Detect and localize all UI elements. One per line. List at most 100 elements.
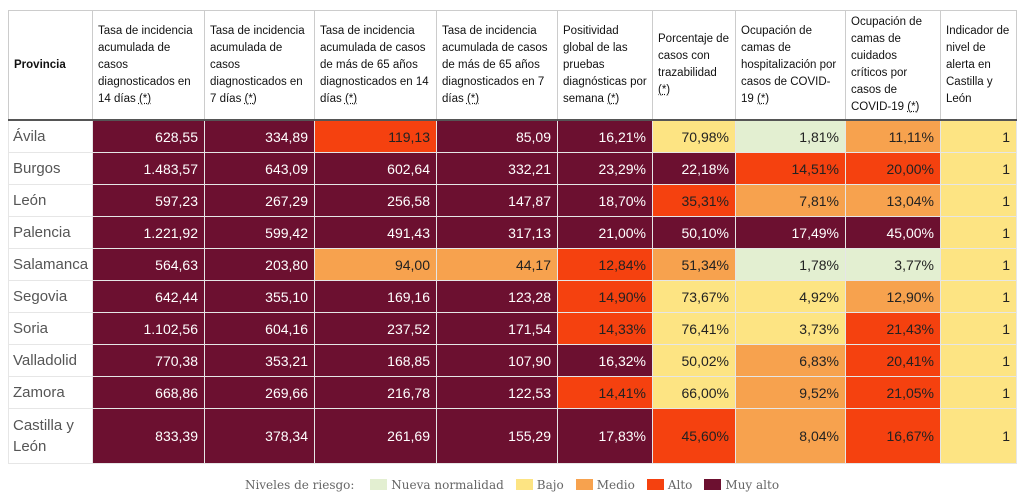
footnote-link[interactable]: (*) <box>244 92 257 105</box>
column-header: Tasa de incidencia acumulada de casos di… <box>92 10 205 121</box>
value-cell: 14,33% <box>557 312 653 345</box>
legend-label: Nueva normalidad <box>391 478 504 492</box>
value-cell: 1 <box>940 248 1017 281</box>
value-cell: 119,13 <box>314 119 437 153</box>
province-cell: Castilla y León <box>8 408 93 464</box>
value-cell: 267,29 <box>204 184 315 217</box>
header-text: Ocupación de camas de hospitalización po… <box>741 24 837 105</box>
table-row: Castilla y León 833,39 378,34 261,69 155,29 1… <box>8 408 1017 464</box>
header-text: Tasa de incidencia acumulada de casos de… <box>442 24 548 105</box>
province-cell: Ávila <box>8 119 93 153</box>
value-cell: 261,69 <box>314 408 437 464</box>
value-cell: 770,38 <box>92 344 205 377</box>
legend-label: Medio <box>596 478 635 492</box>
value-cell: 491,43 <box>314 216 437 249</box>
legend-swatch <box>646 479 664 490</box>
value-cell: 7,81% <box>735 184 846 217</box>
value-cell: 602,64 <box>314 152 437 185</box>
table-row: Burgos 1.483,57 643,09 602,64 332,21 23,29% 22… <box>8 152 1017 185</box>
value-cell: 14,51% <box>735 152 846 185</box>
value-cell: 16,67% <box>845 408 941 464</box>
value-cell: 50,02% <box>652 344 736 377</box>
value-cell: 642,44 <box>92 280 205 313</box>
column-header: Positividad global de las pruebas diagnó… <box>557 10 653 121</box>
province-cell: León <box>8 184 93 217</box>
value-cell: 9,52% <box>735 376 846 409</box>
value-cell: 20,41% <box>845 344 941 377</box>
legend-label: Alto <box>667 478 693 492</box>
province-cell: Burgos <box>8 152 93 185</box>
value-cell: 378,34 <box>204 408 315 464</box>
value-cell: 18,70% <box>557 184 653 217</box>
header-text: Porcentaje de casos con trazabilidad <box>658 33 729 79</box>
footnote-link[interactable]: (*) <box>607 92 620 105</box>
table-row: Ávila 628,55 334,89 119,13 85,09 16,21% 70,98%… <box>8 119 1017 153</box>
value-cell: 1 <box>940 312 1017 345</box>
value-cell: 203,80 <box>204 248 315 281</box>
value-cell: 35,31% <box>652 184 736 217</box>
legend-swatch <box>515 479 533 490</box>
value-cell: 16,32% <box>557 344 653 377</box>
value-cell: 317,13 <box>436 216 558 249</box>
legend-label: Muy alto <box>725 478 780 492</box>
value-cell: 45,00% <box>845 216 941 249</box>
value-cell: 12,90% <box>845 280 941 313</box>
value-cell: 155,29 <box>436 408 558 464</box>
value-cell: 122,53 <box>436 376 558 409</box>
value-cell: 21,00% <box>557 216 653 249</box>
value-cell: 6,83% <box>735 344 846 377</box>
value-cell: 604,16 <box>204 312 315 345</box>
province-cell: Zamora <box>8 376 93 409</box>
value-cell: 1,78% <box>735 248 846 281</box>
value-cell: 1.483,57 <box>92 152 205 185</box>
column-header: Ocupación de camas de hospitalización po… <box>735 10 846 121</box>
table-row: Salamanca 564,63 203,80 94,00 44,17 12,84% 51,… <box>8 248 1017 281</box>
footnote-link[interactable]: (*) <box>344 92 358 105</box>
table-row: Segovia 642,44 355,10 169,16 123,28 14,90% 73,… <box>8 280 1017 313</box>
legend-swatch <box>575 479 593 490</box>
value-cell: 50,10% <box>652 216 736 249</box>
footnote-link[interactable]: (*) <box>658 84 671 96</box>
header-text: Tasa de incidencia acumulada de casos di… <box>210 24 305 105</box>
value-cell: 1 <box>940 184 1017 217</box>
value-cell: 73,67% <box>652 280 736 313</box>
province-cell: Soria <box>8 312 93 345</box>
table-row: Valladolid 770,38 353,21 168,85 107,90 16,32%… <box>8 344 1017 377</box>
value-cell: 14,41% <box>557 376 653 409</box>
header-text: Indicador de nivel de alerta en Castilla… <box>946 24 1010 105</box>
column-header: Indicador de nivel de alerta en Castilla… <box>940 10 1017 121</box>
value-cell: 17,83% <box>557 408 653 464</box>
value-cell: 269,66 <box>204 376 315 409</box>
value-cell: 216,78 <box>314 376 437 409</box>
value-cell: 599,42 <box>204 216 315 249</box>
value-cell: 66,00% <box>652 376 736 409</box>
footnote-link[interactable]: (*) <box>907 101 920 113</box>
value-cell: 3,77% <box>845 248 941 281</box>
value-cell: 1 <box>940 280 1017 313</box>
value-cell: 833,39 <box>92 408 205 464</box>
footnote-link[interactable]: (*) <box>757 92 770 105</box>
value-cell: 22,18% <box>652 152 736 185</box>
header-text: Tasa de incidencia acumulada de casos di… <box>98 24 193 105</box>
footnote-link[interactable]: (*) <box>466 92 480 105</box>
value-cell: 1 <box>940 408 1017 464</box>
legend: Niveles de riesgo: Nueva normalidad Bajo M… <box>0 478 1024 492</box>
table-row: Soria 1.102,56 604,16 237,52 171,54 14,33% 76,… <box>8 312 1017 345</box>
value-cell: 107,90 <box>436 344 558 377</box>
value-cell: 597,23 <box>92 184 205 217</box>
risk-table: Provincia Tasa de incidencia acumulada de… <box>8 10 1017 464</box>
value-cell: 256,58 <box>314 184 437 217</box>
header-text: Positividad global de las pruebas diagnó… <box>563 24 647 105</box>
value-cell: 169,16 <box>314 280 437 313</box>
value-cell: 643,09 <box>204 152 315 185</box>
value-cell: 668,86 <box>92 376 205 409</box>
column-header: Tasa de incidencia acumulada de casos de… <box>314 10 437 121</box>
value-cell: 23,29% <box>557 152 653 185</box>
footnote-link[interactable]: (*) <box>138 92 152 105</box>
province-cell: Valladolid <box>8 344 93 377</box>
value-cell: 94,00 <box>314 248 437 281</box>
value-cell: 1 <box>940 152 1017 185</box>
province-cell: Salamanca <box>8 248 93 281</box>
column-header: Tasa de incidencia acumulada de casos di… <box>204 10 315 121</box>
